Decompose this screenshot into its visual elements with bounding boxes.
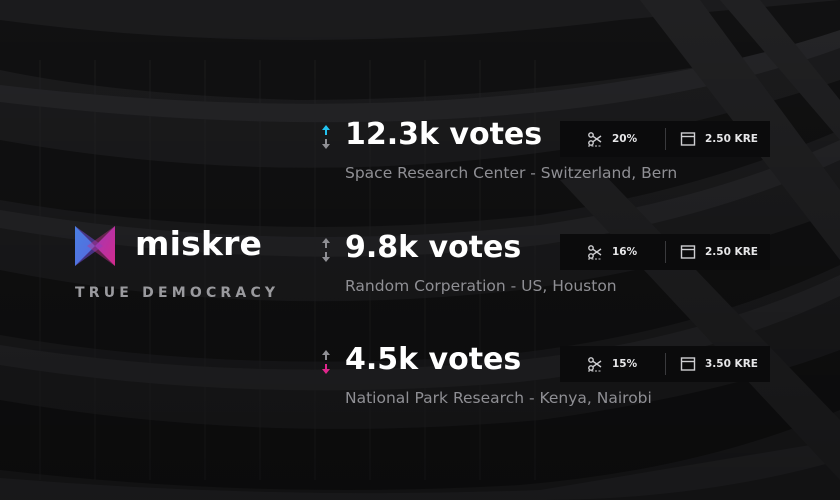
stats-panel: 16% 2.50 KRE bbox=[560, 234, 770, 270]
price-value: 2.50 KRE bbox=[705, 133, 758, 145]
vote-row[interactable]: 12.3k votes Space Research Center - Swit… bbox=[320, 117, 780, 201]
location-label: National Park Research - Kenya, Nairobi bbox=[345, 389, 652, 407]
arrow-up-icon bbox=[322, 238, 330, 248]
stat-divider bbox=[665, 353, 666, 375]
brand-tagline: TRUE DEMOCRACY bbox=[75, 285, 280, 301]
trend-arrows-icon bbox=[322, 125, 330, 149]
window-icon bbox=[680, 357, 696, 371]
miskre-logo-icon bbox=[75, 226, 115, 266]
price-value: 2.50 KRE bbox=[705, 246, 758, 258]
arrow-down-icon bbox=[322, 252, 330, 262]
share-stat: 16% bbox=[560, 234, 664, 270]
vote-row[interactable]: 9.8k votes Random Corperation - US, Hous… bbox=[320, 230, 780, 314]
scissors-icon bbox=[588, 132, 602, 147]
price-value: 3.50 KRE bbox=[705, 358, 758, 370]
location-label: Space Research Center - Switzerland, Ber… bbox=[345, 164, 678, 182]
brand-block: miskre TRUE DEMOCRACY bbox=[75, 224, 295, 308]
price-stat: 3.50 KRE bbox=[666, 346, 770, 382]
vote-count: 4.5k votes bbox=[345, 342, 522, 377]
window-icon bbox=[680, 132, 696, 146]
vote-count: 12.3k votes bbox=[345, 117, 543, 152]
price-stat: 2.50 KRE bbox=[666, 121, 770, 157]
share-stat: 15% bbox=[560, 346, 664, 382]
share-value: 20% bbox=[612, 133, 638, 145]
share-value: 15% bbox=[612, 358, 638, 370]
arrow-up-icon bbox=[322, 350, 330, 360]
share-value: 16% bbox=[612, 246, 638, 258]
stat-divider bbox=[665, 241, 666, 263]
price-stat: 2.50 KRE bbox=[666, 234, 770, 270]
scissors-icon bbox=[588, 357, 602, 372]
window-icon bbox=[680, 245, 696, 259]
brand-name: miskre bbox=[135, 224, 263, 263]
location-label: Random Corperation - US, Houston bbox=[345, 277, 617, 295]
scissors-icon bbox=[588, 245, 602, 260]
arrow-down-icon bbox=[322, 364, 330, 374]
stats-panel: 15% 3.50 KRE bbox=[560, 346, 770, 382]
vote-row[interactable]: 4.5k votes National Park Research - Keny… bbox=[320, 342, 780, 426]
trend-arrows-icon bbox=[322, 350, 330, 374]
arrow-up-icon bbox=[322, 125, 330, 135]
stat-divider bbox=[665, 128, 666, 150]
stats-panel: 20% 2.50 KRE bbox=[560, 121, 770, 157]
vote-count: 9.8k votes bbox=[345, 230, 522, 265]
arrow-down-icon bbox=[322, 139, 330, 149]
share-stat: 20% bbox=[560, 121, 664, 157]
trend-arrows-icon bbox=[322, 238, 330, 262]
